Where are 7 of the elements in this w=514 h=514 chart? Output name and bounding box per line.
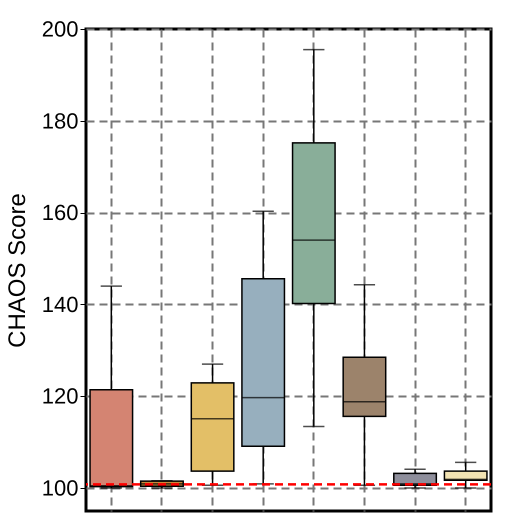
y-tick-label: 100 xyxy=(42,476,78,501)
y-tick-label: 160 xyxy=(42,200,78,226)
y-tick-label: 200 xyxy=(42,16,78,42)
y-tick-label: 180 xyxy=(42,108,78,134)
y-tick-label: 140 xyxy=(42,292,78,317)
y-tick-label: 120 xyxy=(42,384,78,409)
y-axis-title: CHAOS Score xyxy=(4,193,31,348)
